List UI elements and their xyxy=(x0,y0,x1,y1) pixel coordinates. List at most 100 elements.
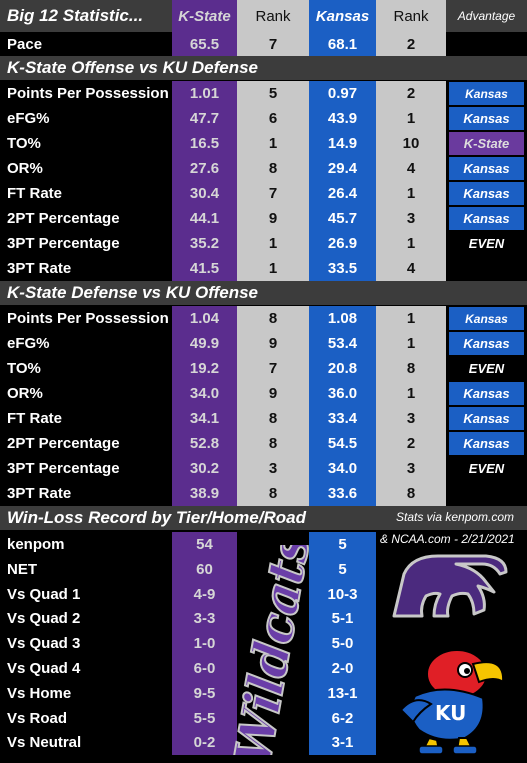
record-label: Vs Road xyxy=(7,709,68,727)
kansas-rank: 1 xyxy=(376,381,446,406)
kstate-rank: 1 xyxy=(237,131,309,156)
kansas-rank: 1 xyxy=(376,231,446,256)
section-defense-header: K-State Defense vs KU Offense xyxy=(0,281,527,305)
kstate-rank: 6 xyxy=(237,106,309,131)
stat-label: TO% xyxy=(7,360,41,377)
kstate-rank: 9 xyxy=(237,331,309,356)
kstate-rank: 8 xyxy=(237,156,309,181)
section-offense-header: K-State Offense vs KU Defense xyxy=(0,56,527,80)
advantage-badge: Kansas xyxy=(449,207,524,230)
kansas-rank: 1 xyxy=(376,306,446,331)
record-label: NET xyxy=(7,561,37,578)
stat-label: Points Per Possession xyxy=(7,310,169,327)
kstate-record: 4-9 xyxy=(172,582,237,606)
stat-label: 3PT Rate xyxy=(7,260,72,277)
advantage-badge: EVEN xyxy=(468,461,505,476)
header-kansas: Kansas xyxy=(309,0,376,32)
header-rank-kstate: Rank xyxy=(237,0,309,32)
record-label: kenpom xyxy=(7,536,65,553)
stat-label: OR% xyxy=(7,160,43,177)
kstate-value: 30.2 xyxy=(172,456,237,481)
kstate-record: 0-2 xyxy=(172,730,237,755)
stat-label: OR% xyxy=(7,385,43,402)
kansas-rank: 3 xyxy=(376,206,446,231)
pace-label: Pace xyxy=(7,35,43,53)
kstate-rank: 8 xyxy=(237,481,309,506)
kstate-value: 30.4 xyxy=(172,181,237,206)
kansas-record: 13-1 xyxy=(309,681,376,706)
kansas-record: 10-3 xyxy=(309,582,376,606)
kansas-record: 6-2 xyxy=(309,706,376,730)
kstate-value: 34.1 xyxy=(172,406,237,431)
kansas-record: 5 xyxy=(309,557,376,582)
kstate-value: 1.01 xyxy=(172,81,237,106)
kansas-value: 45.7 xyxy=(309,206,376,231)
kansas-rank: 1 xyxy=(376,106,446,131)
stat-label: 2PT Percentage xyxy=(7,435,120,452)
wildcats-logo-text: Wildcats xyxy=(222,545,322,755)
kstate-value: 44.1 xyxy=(172,206,237,231)
pace-kansas-rank: 2 xyxy=(376,32,446,56)
record-label: Vs Home xyxy=(7,685,72,702)
wildcats-script-logo: Wildcats xyxy=(222,545,322,755)
kansas-value: 20.8 xyxy=(309,356,376,381)
stat-label: 3PT Percentage xyxy=(7,235,120,252)
stat-label: 2PT Percentage xyxy=(7,210,120,227)
kstate-value: 1.04 xyxy=(172,306,237,331)
credit-line-1: Stats via kenpom.com xyxy=(396,510,515,524)
kansas-record: 5-0 xyxy=(309,631,376,656)
kstate-value: 41.5 xyxy=(172,256,237,281)
kstate-value: 49.9 xyxy=(172,331,237,356)
record-label: Vs Quad 4 xyxy=(7,660,81,677)
kansas-record: 2-0 xyxy=(309,656,376,681)
kansas-rank: 3 xyxy=(376,406,446,431)
advantage-badge: Kansas xyxy=(449,82,524,105)
kstate-value: 34.0 xyxy=(172,381,237,406)
kansas-value: 54.5 xyxy=(309,431,376,456)
advantage-badge: Kansas xyxy=(449,182,524,205)
kstate-rank: 7 xyxy=(237,356,309,381)
kstate-rank: 8 xyxy=(237,431,309,456)
kstate-record: 54 xyxy=(172,532,237,557)
record-label: Vs Quad 1 xyxy=(7,585,81,603)
kansas-value: 33.5 xyxy=(309,256,376,281)
kstate-record: 5-5 xyxy=(172,706,237,730)
advantage-badge: Kansas xyxy=(449,382,524,405)
kansas-value: 29.4 xyxy=(309,156,376,181)
kansas-value: 34.0 xyxy=(309,456,376,481)
kstate-record: 1-0 xyxy=(172,631,237,656)
advantage-badge: EVEN xyxy=(468,236,505,251)
section-record-title: Win-Loss Record by Tier/Home/Road xyxy=(7,508,306,527)
advantage-badge: Kansas xyxy=(449,332,524,355)
kstate-rank: 3 xyxy=(237,456,309,481)
stat-label: TO% xyxy=(7,135,41,152)
kstate-rank: 1 xyxy=(237,231,309,256)
record-label: Vs Quad 2 xyxy=(7,610,81,627)
kstate-record: 3-3 xyxy=(172,606,237,631)
kstate-value: 52.8 xyxy=(172,431,237,456)
credit-line-2: & NCAA.com - 2/21/2021 xyxy=(380,532,515,546)
pace-kansas-value: 68.1 xyxy=(309,32,376,56)
kstate-rank: 1 xyxy=(237,256,309,281)
kansas-rank: 4 xyxy=(376,256,446,281)
powercat-logo xyxy=(392,554,508,618)
section-defense-title: K-State Defense vs KU Offense xyxy=(7,283,258,302)
sheet-title: Big 12 Statistic... xyxy=(7,6,144,25)
kansas-record: 5-1 xyxy=(309,606,376,631)
kstate-rank: 8 xyxy=(237,306,309,331)
stat-label: eFG% xyxy=(7,335,50,352)
record-label: Vs Neutral xyxy=(7,734,82,751)
kstate-rank: 8 xyxy=(237,406,309,431)
kansas-value: 53.4 xyxy=(309,331,376,356)
kstate-value: 38.9 xyxy=(172,481,237,506)
advantage-badge: Kansas xyxy=(449,107,524,130)
record-label: Vs Quad 3 xyxy=(7,635,81,652)
kstate-value: 47.7 xyxy=(172,106,237,131)
kansas-value: 33.4 xyxy=(309,406,376,431)
kansas-value: 0.97 xyxy=(309,81,376,106)
stat-label: Points Per Possession xyxy=(7,85,169,102)
stat-label: FT Rate xyxy=(7,185,63,202)
jayhawk-logo: KU xyxy=(399,649,505,755)
kansas-value: 1.08 xyxy=(309,306,376,331)
kstate-rank: 7 xyxy=(237,181,309,206)
